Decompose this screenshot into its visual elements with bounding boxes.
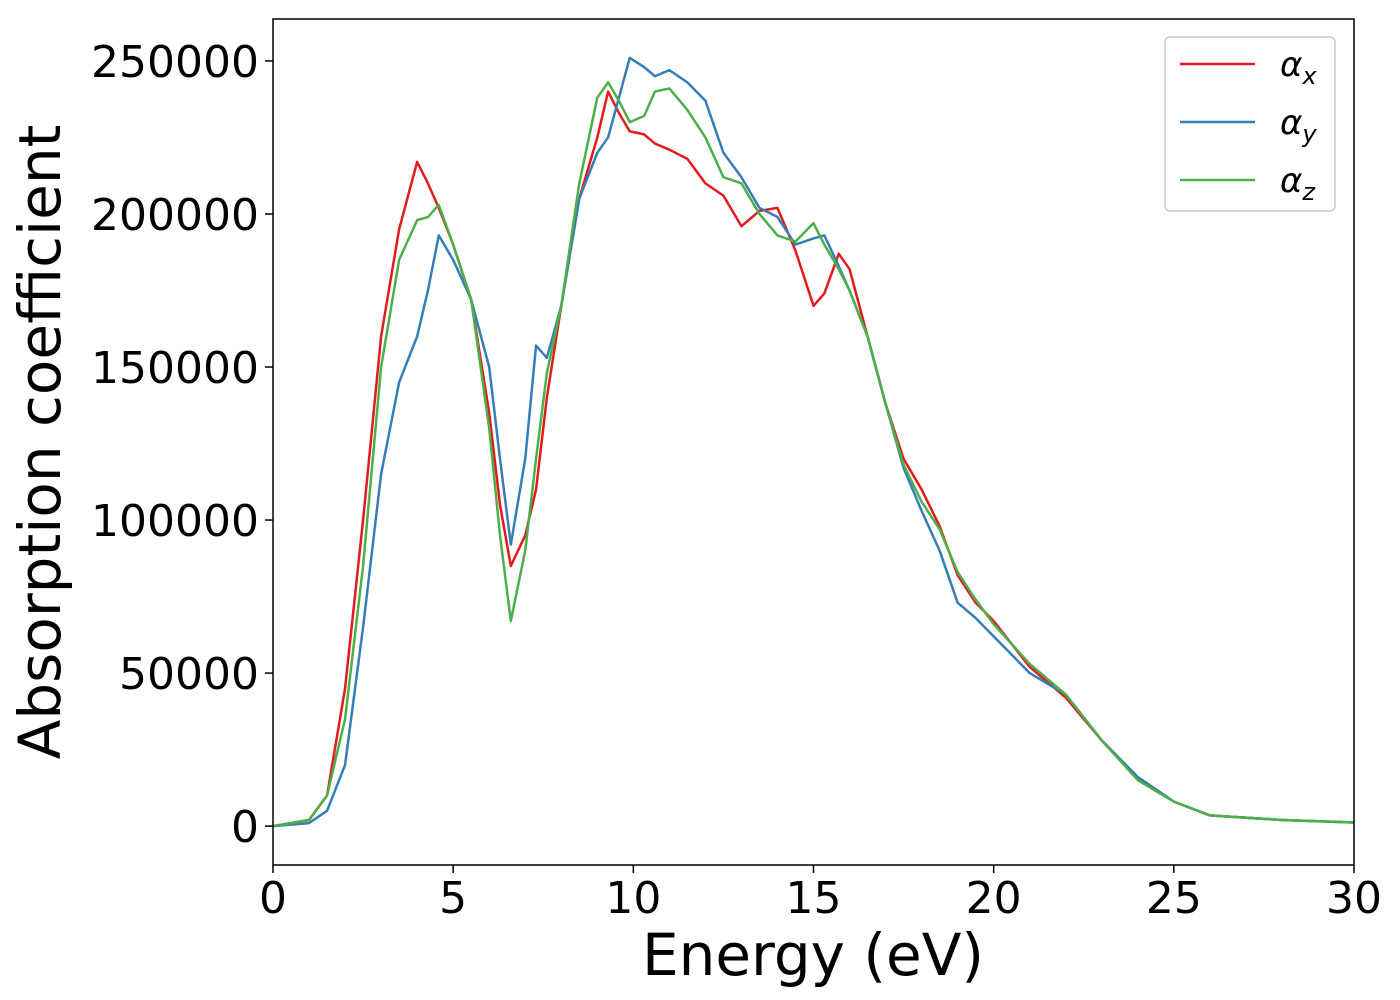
legend-label-sub: y <box>1301 120 1317 148</box>
legend-box <box>1164 36 1336 212</box>
data-line <box>272 56 1355 828</box>
legend-label-base: α <box>1280 103 1302 143</box>
legend-label-base: α <box>1280 161 1302 201</box>
y-tick-label: 250000 <box>91 37 259 88</box>
legend-label: αx <box>1280 45 1317 90</box>
x-axis-label: Energy (eV) <box>642 921 984 989</box>
legend-label: αy <box>1280 103 1317 148</box>
x-tick-label: 0 <box>259 873 287 924</box>
x-tick-label: 30 <box>1326 873 1382 924</box>
data-line <box>272 81 1355 828</box>
y-axis-label: Absorption coefficient <box>6 125 74 760</box>
x-tick-label: 5 <box>439 873 467 924</box>
y-tick-label: 100000 <box>91 496 259 547</box>
x-tick-label: 25 <box>1146 873 1202 924</box>
plot-frame <box>272 18 1355 866</box>
legend-label-sub: x <box>1301 62 1317 90</box>
x-tick-label: 15 <box>786 873 842 924</box>
x-tick-label: 10 <box>605 873 661 924</box>
y-tick-label: 0 <box>231 802 259 853</box>
x-tick-label: 20 <box>966 873 1022 924</box>
y-tick-label: 50000 <box>119 649 259 700</box>
legend-label-sub: z <box>1301 178 1316 206</box>
y-tick-label: 150000 <box>91 343 259 394</box>
y-tick-label: 200000 <box>91 190 259 241</box>
legend-label: αz <box>1280 161 1316 206</box>
legend-label-base: α <box>1280 45 1302 85</box>
